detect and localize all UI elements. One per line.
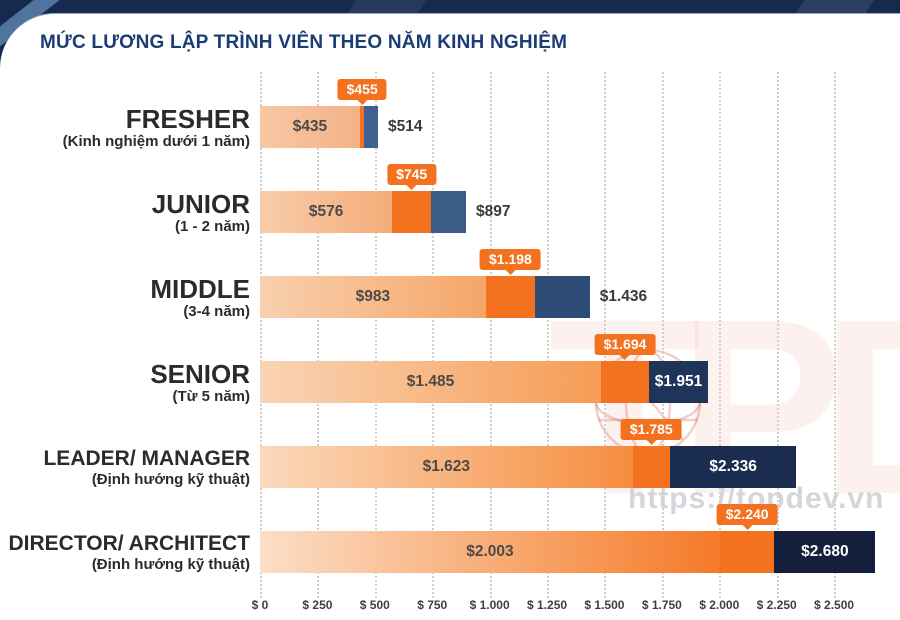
row-level-label: FRESHER <box>125 104 250 135</box>
median-callout: $1.198 <box>479 249 541 275</box>
bar-high-segment <box>364 106 379 148</box>
row-label: FRESHER (Kinh nghiệm dưới 1 năm) <box>0 100 250 156</box>
salary-bar-chart: FRESHER (Kinh nghiệm dưới 1 năm) $455 $435 $… <box>0 14 900 620</box>
bar-median-segment <box>359 106 365 148</box>
gridline <box>776 72 779 598</box>
row-experience-label: (Kinh nghiệm dưới 1 năm) <box>62 133 250 151</box>
bar-high-segment <box>669 446 797 488</box>
bar-high-segment <box>774 531 876 573</box>
bar-median-segment <box>392 191 432 233</box>
salary-bar-row: $1.694 $1.485 $1.951 <box>260 334 828 403</box>
row-level-label: JUNIOR <box>151 189 250 220</box>
salary-bar-row: $1.198 $983 $1.436 <box>260 249 710 318</box>
gridline <box>834 72 837 598</box>
bar-low-segment <box>260 531 720 573</box>
median-callout: $2.240 <box>716 504 778 530</box>
median-callout: $1.785 <box>620 419 682 445</box>
low-value-label: $1.623 <box>422 458 471 475</box>
row-label: DIRECTOR/ ARCHITECT (Định hướng kỹ thuật) <box>0 525 251 581</box>
row-experience-label: (1 - 2 năm) <box>174 218 250 236</box>
stacked-bar: $435 $514 <box>260 106 423 148</box>
bar-median-segment <box>601 361 649 403</box>
bar-high-segment <box>535 276 590 318</box>
bar-high-segment <box>648 361 708 403</box>
bar-low-segment <box>260 446 633 488</box>
gridline <box>719 72 722 598</box>
stacked-bar: $2.003 $2.680 <box>260 531 876 573</box>
bar-low-segment <box>260 276 486 318</box>
row-level-label: LEADER/ MANAGER <box>43 447 250 471</box>
median-callout: $455 <box>337 79 387 105</box>
topbar-accent-mid <box>347 0 427 13</box>
gridline <box>547 72 550 598</box>
bar-median-segment <box>632 446 670 488</box>
stacked-bar: $1.623 $2.336 <box>260 446 797 488</box>
axis-tick-label: $ 1.000 <box>469 598 510 612</box>
row-level-label: DIRECTOR/ ARCHITECT <box>8 532 251 556</box>
salary-bar-row: $2.240 $2.003 $2.680 <box>260 504 900 573</box>
gridline <box>432 72 435 598</box>
salary-bar-row: $455 $435 $514 <box>260 79 498 148</box>
axis-tick-label: $ 2.500 <box>814 598 855 612</box>
axis-tick-label: $ 500 <box>359 598 390 612</box>
axis-tick-label: $ 0 <box>251 598 269 612</box>
stacked-bar: $1.485 $1.951 <box>260 361 708 403</box>
gridline <box>317 72 320 598</box>
row-experience-label: (Định hướng kỹ thuật) <box>91 470 250 488</box>
gridline <box>260 72 262 598</box>
high-value-label: $2.336 <box>709 458 757 475</box>
high-value-label: $2.680 <box>801 543 849 560</box>
low-value-label: $2.003 <box>466 543 514 560</box>
axis-tick-label: $ 250 <box>302 598 333 612</box>
high-value-label: $1.951 <box>654 373 703 390</box>
low-value-label: $1.485 <box>406 373 455 390</box>
gridline <box>661 72 664 598</box>
bar-median-segment <box>485 276 536 318</box>
topbar-accent-right <box>795 0 875 13</box>
row-label: LEADER/ MANAGER (Định hướng kỹ thuật) <box>0 440 250 496</box>
axis-tick-label: $ 2.250 <box>756 598 797 612</box>
row-level-label: MIDDLE <box>150 274 250 305</box>
page-title: MỨC LƯƠNG LẬP TRÌNH VIÊN THEO NĂM KINH N… <box>40 32 568 53</box>
salary-bar-row: $745 $576 $897 <box>260 164 586 233</box>
gridline <box>374 72 377 598</box>
row-label: SENIOR (Từ 5 năm) <box>0 355 250 411</box>
median-callout: $745 <box>387 164 437 190</box>
row-experience-label: (Định hướng kỹ thuật) <box>91 555 250 573</box>
axis-tick-label: $ 1.750 <box>641 598 682 612</box>
row-label: JUNIOR (1 - 2 năm) <box>0 185 250 241</box>
low-value-label: $435 <box>292 118 328 135</box>
axis-tick-label: $ 2.000 <box>699 598 740 612</box>
bar-high-segment <box>431 191 466 233</box>
row-label: MIDDLE (3-4 năm) <box>0 270 250 326</box>
axis-tick-label: $ 1.250 <box>527 598 568 612</box>
bar-low-segment <box>260 191 393 233</box>
low-value-label: $983 <box>355 288 391 305</box>
bar-low-segment <box>260 361 601 403</box>
high-value-label: $514 <box>388 118 423 135</box>
gridline <box>489 72 492 598</box>
row-experience-label: (Từ 5 năm) <box>172 388 250 406</box>
bar-median-segment <box>719 531 775 573</box>
row-level-label: SENIOR <box>150 359 250 390</box>
axis-tick-label: $ 750 <box>417 598 448 612</box>
stacked-bar: $576 $897 <box>260 191 510 233</box>
high-value-label: $897 <box>475 203 511 220</box>
high-value-label: $1.436 <box>599 288 648 305</box>
bar-low-segment <box>260 106 360 148</box>
axis-tick-label: $ 1.500 <box>584 598 625 612</box>
chart-card: MỨC LƯƠNG LẬP TRÌNH VIÊN THEO NĂM KINH N… <box>0 13 900 620</box>
row-experience-label: (3-4 năm) <box>183 303 250 321</box>
median-callout: $1.694 <box>594 334 656 360</box>
stacked-bar: $983 $1.436 <box>260 276 647 318</box>
low-value-label: $576 <box>308 203 344 220</box>
salary-bar-row: $1.785 $1.623 $2.336 <box>260 419 900 488</box>
